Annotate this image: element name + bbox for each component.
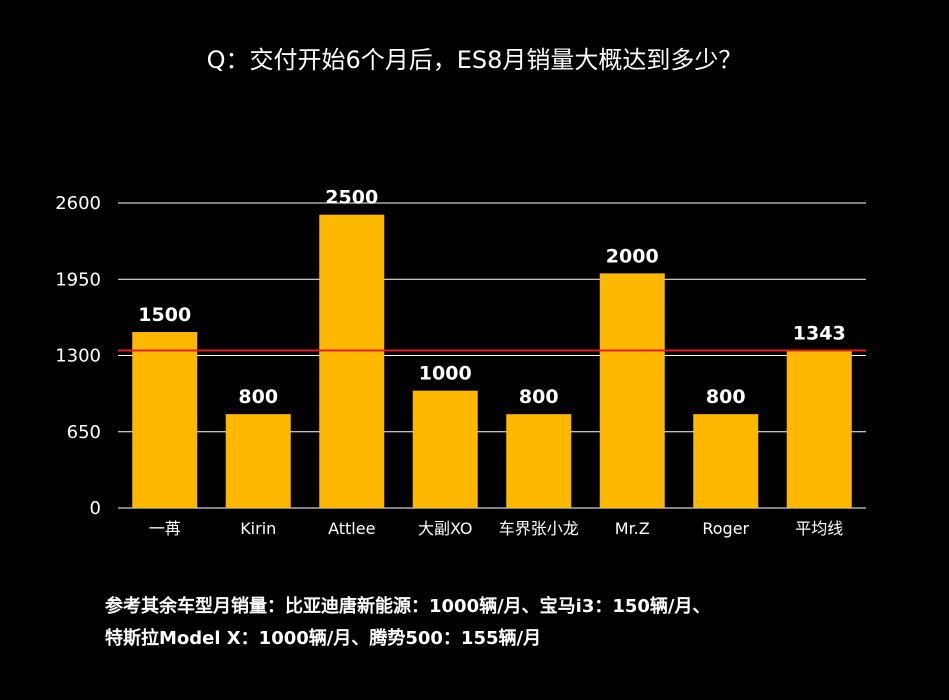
bar-5 (599, 273, 665, 508)
data-label: 800 (519, 386, 559, 408)
x-tick-label: Kirin (240, 519, 276, 538)
chart-title: Q：交付开始6个月后，ES8月销量大概达到多少？ (206, 46, 743, 74)
data-labels: 1500 800 2500 1000 800 2000 800 1343 (138, 187, 845, 408)
y-axis-ticks: 0 650 1300 1950 2600 (55, 193, 101, 519)
data-label: 800 (238, 386, 278, 408)
x-tick-label: Mr.Z (615, 519, 650, 538)
bar-4 (506, 414, 572, 508)
footnote-line-2: 特斯拉Model X：1000辆/月、腾势500：155辆/月 (105, 628, 542, 649)
y-tick-label: 1300 (55, 346, 101, 367)
data-label: 1000 (419, 363, 472, 385)
bar-6 (693, 414, 759, 508)
y-tick-label: 2600 (55, 193, 101, 214)
x-tick-label: 车界张小龙 (499, 519, 579, 538)
y-tick-label: 1950 (55, 269, 101, 290)
x-axis-ticks: 一苒 Kirin Attlee 大副XO 车界张小龙 Mr.Z Roger 平均线 (149, 519, 844, 538)
data-label: 2500 (325, 187, 378, 209)
data-label: 2000 (606, 245, 659, 267)
y-tick-label: 0 (90, 498, 101, 519)
bars (132, 214, 852, 508)
bar-0 (132, 332, 198, 508)
x-tick-label: 大副XO (418, 519, 473, 538)
bar-7 (786, 350, 852, 508)
data-label: 1343 (793, 322, 846, 344)
bar-2 (319, 214, 385, 508)
bar-3 (412, 390, 478, 508)
data-label: 1500 (138, 304, 191, 326)
footnote-line-1: 参考其余车型月销量：比亚迪唐新能源：1000辆/月、宝马i3：150辆/月、 (105, 596, 711, 617)
bar-1 (225, 414, 291, 508)
data-label: 800 (706, 386, 746, 408)
x-tick-label: 平均线 (795, 519, 843, 538)
y-tick-label: 650 (67, 422, 101, 443)
x-tick-label: Roger (702, 519, 749, 538)
x-tick-label: Attlee (328, 519, 375, 538)
x-tick-label: 一苒 (149, 519, 181, 538)
